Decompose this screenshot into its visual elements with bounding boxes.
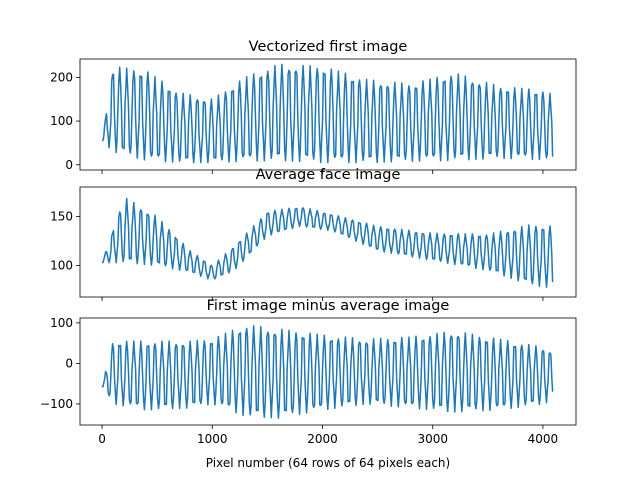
axes-frame — [79, 317, 577, 426]
y-tick-label: −100 — [40, 397, 73, 411]
subplot-title: Vectorized first image — [249, 39, 408, 55]
subplot-3: 0 1000 2000 3000 4000 −100 0 100 First image min… — [40, 298, 577, 446]
x-tick-label: 2000 — [307, 432, 338, 446]
x-tick-label: 1000 — [197, 432, 228, 446]
subplot-title: First image minus average image — [207, 298, 450, 314]
y-tick-label: 100 — [50, 259, 73, 273]
figure-x-axis-label: Pixel number (64 rows of 64 pixels each) — [206, 456, 450, 470]
subplot-1: 0 100 200 Vectorized first image — [50, 39, 577, 174]
series-line-1 — [101, 197, 554, 288]
y-tick-label: 100 — [50, 114, 73, 128]
axes-frame — [79, 186, 577, 298]
x-tick-label: 0 — [98, 432, 106, 446]
x-tick-label: 4000 — [528, 432, 559, 446]
y-tick-label: 0 — [65, 158, 73, 172]
series-line-1 — [101, 63, 554, 164]
series-line-1 — [101, 325, 554, 419]
y-tick-label: 200 — [50, 70, 73, 84]
x-tick-label: 3000 — [417, 432, 448, 446]
subplot-2: 100 150 Average face image — [50, 167, 577, 301]
axes-frame — [79, 58, 577, 171]
y-tick-label: 100 — [50, 316, 73, 330]
y-tick-label: 150 — [50, 209, 73, 223]
y-tick-label: 0 — [65, 356, 73, 370]
subplots: 0 100 200 Vectorized first image 100 150 Avera… — [40, 39, 577, 446]
subplot-title: Average face image — [256, 167, 401, 183]
